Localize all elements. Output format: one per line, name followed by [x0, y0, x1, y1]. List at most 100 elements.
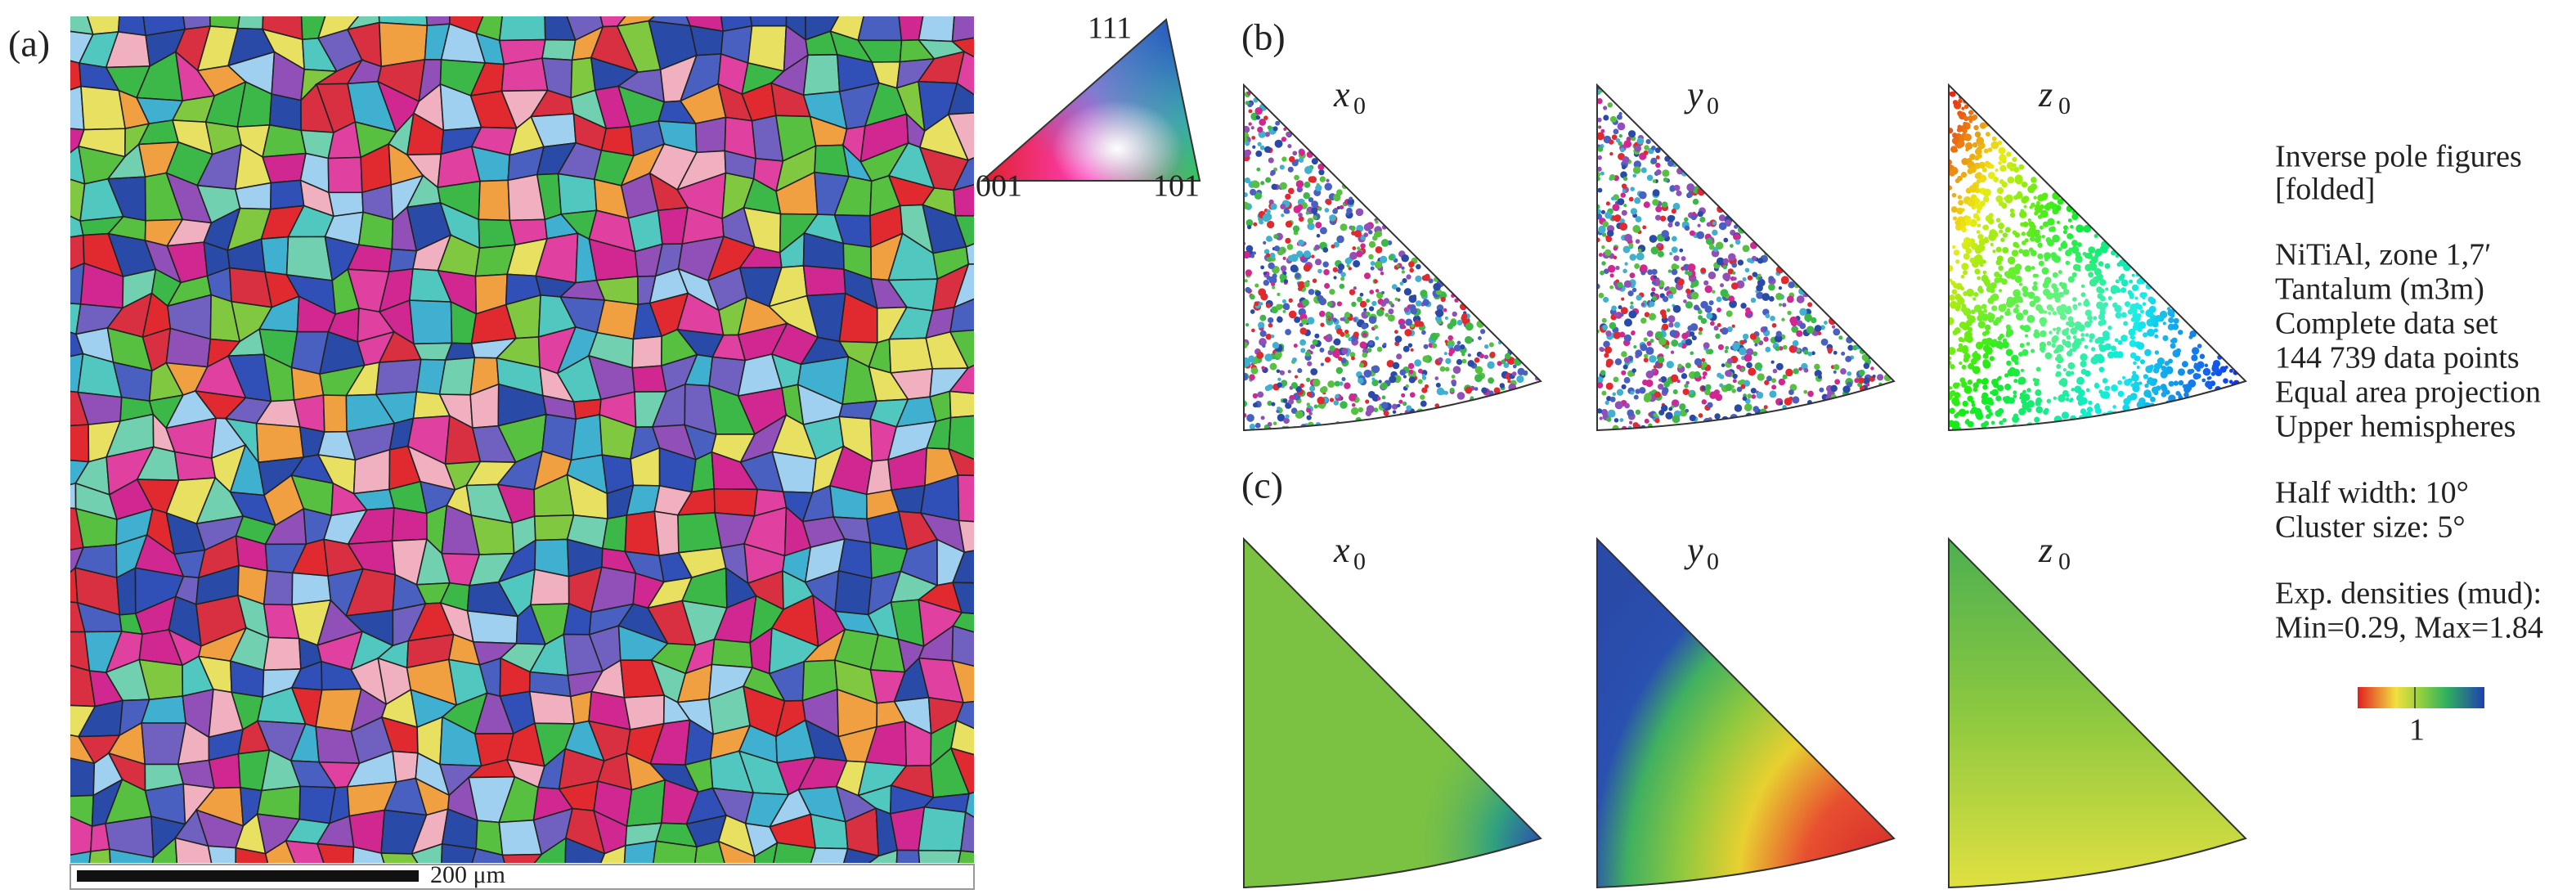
orientation-dot — [1820, 325, 1825, 330]
orientation-dot — [2099, 279, 2107, 286]
orientation-dot — [2046, 304, 2053, 311]
orientation-dot — [1340, 401, 1348, 409]
orientation-dot — [1624, 402, 1630, 409]
orientation-dot — [1739, 339, 1745, 345]
orientation-dot — [2083, 224, 2092, 233]
orientation-dot — [1365, 410, 1372, 417]
orientation-dot — [1717, 372, 1722, 378]
orientation-dot — [1733, 276, 1737, 281]
orientation-dot — [1283, 417, 1290, 425]
orientation-dot — [1698, 413, 1703, 418]
orientation-dot — [1344, 312, 1351, 318]
orientation-dot — [2056, 364, 2062, 369]
orientation-dot — [1622, 268, 1627, 274]
orientation-dot — [2057, 198, 2064, 205]
orientation-dot — [1662, 169, 1670, 177]
orientation-dot — [1250, 188, 1257, 196]
orientation-dot — [1245, 269, 1253, 276]
info-line: 144 739 data points — [2275, 341, 2520, 375]
orientation-dot — [1443, 390, 1448, 395]
grain — [965, 243, 974, 265]
panel-label: (c) — [1241, 465, 1283, 506]
grain — [268, 93, 302, 132]
orientation-dot — [1720, 289, 1729, 298]
orientation-dot — [1981, 397, 1989, 406]
orientation-dot — [1747, 275, 1753, 281]
orientation-dot — [1319, 227, 1327, 235]
orientation-dot — [1271, 335, 1275, 339]
orientation-dot — [1669, 185, 1676, 192]
orientation-dot — [1344, 318, 1350, 324]
orientation-dot — [1456, 340, 1461, 345]
orientation-dot — [1327, 317, 1331, 321]
orientation-dot — [1668, 407, 1673, 411]
grain — [694, 116, 727, 154]
orientation-dot — [1401, 254, 1409, 263]
orientation-dot — [1671, 236, 1677, 242]
orientation-dot — [1671, 246, 1678, 254]
orientation-dot — [1667, 160, 1674, 167]
orientation-dot — [1969, 257, 1976, 263]
orientation-dot — [1338, 356, 1343, 362]
orientation-dot — [1250, 254, 1255, 258]
grain — [530, 568, 570, 606]
orientation-dot — [1339, 283, 1345, 290]
grain — [964, 791, 974, 818]
orientation-dot — [1726, 326, 1733, 333]
orientation-dot — [1306, 415, 1312, 420]
orientation-dot — [1383, 410, 1389, 416]
ipf-outline — [1948, 83, 2247, 432]
orientation-dot — [1983, 278, 1990, 285]
grain — [749, 16, 788, 27]
orientation-dot — [1609, 273, 1614, 278]
orientation-dot — [1771, 323, 1777, 328]
orientation-dot — [1963, 253, 1970, 260]
orientation-dot — [1268, 262, 1275, 270]
orientation-dot — [2116, 262, 2121, 267]
orientation-dot — [2042, 270, 2048, 275]
orientation-dot — [1668, 322, 1674, 328]
orientation-dot — [1402, 325, 1407, 330]
orientation-dot — [1990, 401, 1995, 406]
orientation-dot — [1329, 398, 1335, 402]
orientation-dot — [2024, 265, 2032, 272]
orientation-dot — [2002, 341, 2009, 348]
orientation-dot — [2120, 312, 2127, 318]
orientation-dot — [1991, 378, 1999, 386]
orientation-dot — [1731, 262, 1738, 268]
orientation-dot — [1732, 373, 1738, 380]
orientation-dot — [2051, 283, 2058, 290]
orientation-dot — [1793, 368, 1799, 375]
orientation-dot — [1621, 384, 1627, 390]
orientation-dot — [1967, 380, 1973, 385]
orientation-dot — [1973, 124, 1979, 131]
orientation-dot — [2100, 391, 2107, 398]
orientation-dot — [1658, 378, 1663, 382]
orientation-dot — [1694, 357, 1703, 366]
orientation-dot — [1969, 218, 1977, 227]
orientation-dot — [1259, 314, 1267, 321]
orientation-dot — [1304, 165, 1313, 174]
orientation-dot — [1754, 343, 1758, 347]
orientation-dot — [2170, 343, 2176, 349]
orientation-dot — [2067, 321, 2076, 328]
orientation-dot — [1447, 335, 1453, 341]
orientation-dot — [1279, 164, 1285, 170]
orientation-dot — [1253, 222, 1258, 227]
orientation-dot — [1303, 250, 1312, 258]
orientation-dot — [1740, 366, 1745, 372]
orientation-dot — [1747, 313, 1752, 317]
orientation-dot — [2032, 229, 2040, 238]
orientation-dot — [1376, 308, 1384, 317]
orientation-dot — [1654, 418, 1660, 424]
orientation-dot — [1503, 362, 1510, 369]
orientation-dot — [1618, 134, 1622, 138]
orientation-dot — [2151, 318, 2156, 324]
orientation-dot — [1689, 331, 1695, 337]
orientation-dot — [1273, 245, 1281, 252]
pole-figures: x 0x 0y 0y 0z 0z 0 — [1243, 74, 2247, 889]
column-title: y — [1684, 74, 1703, 115]
orientation-dot — [2071, 347, 2076, 353]
orientation-dot — [1434, 376, 1439, 380]
orientation-dot — [1995, 218, 2001, 223]
